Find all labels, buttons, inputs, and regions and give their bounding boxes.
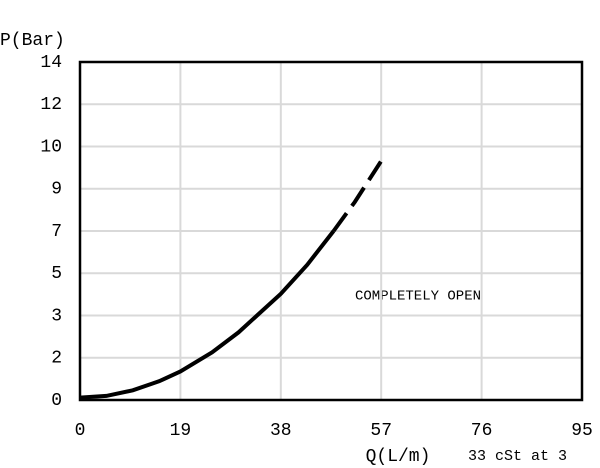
x-tick-label: 76 xyxy=(471,421,493,441)
x-tick-label: 19 xyxy=(170,421,192,441)
y-tick-label: 2 xyxy=(51,349,62,369)
y-tick-label: 0 xyxy=(51,391,62,411)
annotation: COMPLETELY OPEN xyxy=(355,289,481,305)
note: 33 cSt at 3 xyxy=(468,448,567,465)
y-tick-label: 10 xyxy=(40,137,62,157)
plot-frame xyxy=(78,60,584,402)
y-tick-label: 9 xyxy=(51,180,62,200)
x-tick-label: 57 xyxy=(370,421,392,441)
y-axis-label: P(Bar) xyxy=(0,31,65,51)
curve xyxy=(331,159,383,233)
y-tick-label: 14 xyxy=(40,53,62,73)
x-tick-label: 0 xyxy=(75,421,86,441)
x-tick-label: 38 xyxy=(270,421,292,441)
y-tick-label: 12 xyxy=(40,95,62,115)
y-tick-label: 7 xyxy=(51,222,62,242)
x-axis-label: Q(L/m) xyxy=(366,447,431,467)
curve xyxy=(79,229,336,400)
y-tick-label: 3 xyxy=(51,306,62,326)
y-tick-label: 5 xyxy=(51,264,62,284)
x-tick-label: 95 xyxy=(571,421,593,441)
